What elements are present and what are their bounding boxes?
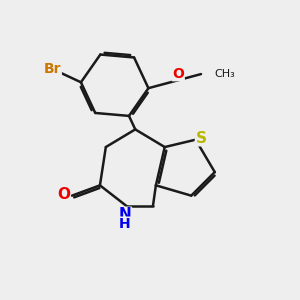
Text: O: O bbox=[57, 187, 70, 202]
Text: Br: Br bbox=[44, 62, 61, 76]
Text: O: O bbox=[172, 67, 184, 81]
Text: N: N bbox=[118, 207, 131, 222]
Text: S: S bbox=[195, 131, 206, 146]
Text: CH₃: CH₃ bbox=[214, 69, 235, 79]
Text: H: H bbox=[119, 217, 131, 231]
